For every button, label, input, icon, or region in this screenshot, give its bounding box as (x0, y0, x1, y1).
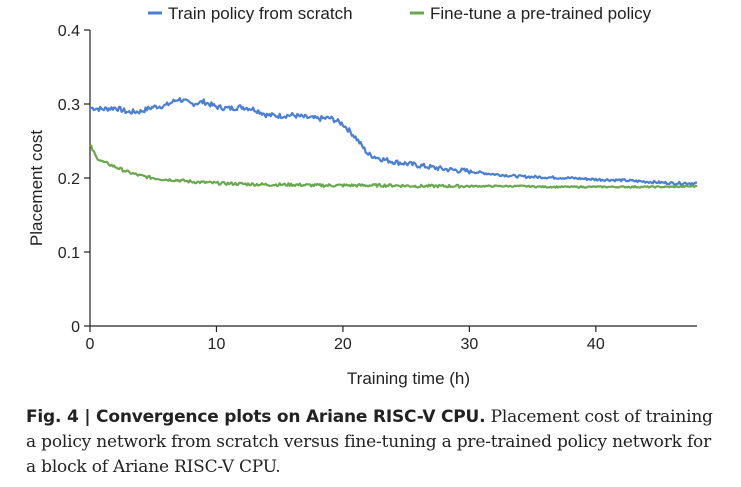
caption-text: Placement cost of training a policy netw… (26, 407, 713, 477)
figure-caption: Fig. 4 | Convergence plots on Ariane RIS… (26, 405, 726, 480)
y-tick-label: 0.4 (58, 23, 80, 40)
convergence-chart: 0 0.1 0.2 0.3 0.4 0 10 20 30 40 Train policy from… (27, 4, 698, 388)
x-tick-label: 10 (208, 336, 226, 353)
legend: Train policy from scratch Fine-tune a pre… (148, 4, 652, 23)
series-line-finetune (89, 143, 698, 189)
x-axis-title: Training time (h) (347, 369, 470, 388)
x-tick-label: 20 (334, 336, 352, 353)
legend-label: Fine-tune a pre-trained policy (430, 4, 652, 23)
series-line-scratch (89, 96, 698, 186)
y-tick-label: 0 (71, 319, 80, 336)
axes: 0 0.1 0.2 0.3 0.4 0 10 20 30 40 (58, 23, 697, 353)
y-tick-label: 0.3 (58, 97, 80, 114)
series-layer (89, 96, 698, 189)
x-tick-label: 0 (86, 336, 95, 353)
y-axis-title: Placement cost (27, 130, 46, 246)
x-tick-label: 40 (587, 336, 605, 353)
x-tick-label: 30 (460, 336, 478, 353)
caption-label: Fig. 4 | Convergence plots on Ariane RIS… (26, 407, 486, 427)
legend-label: Train policy from scratch (168, 4, 353, 23)
y-tick-label: 0.1 (58, 245, 80, 262)
y-tick-label: 0.2 (58, 171, 80, 188)
